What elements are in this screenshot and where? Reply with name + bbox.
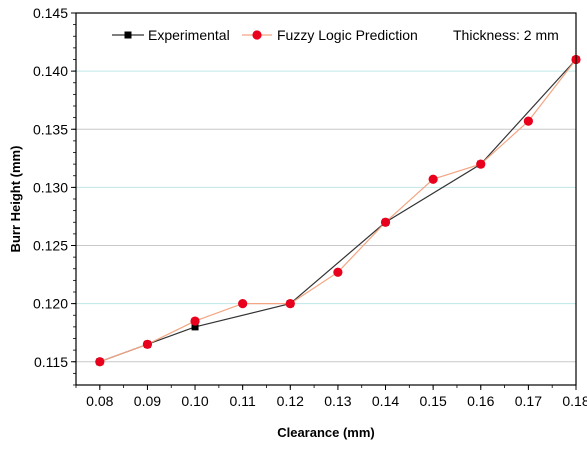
series-0-point-2 (191, 323, 199, 331)
series-layer (95, 54, 581, 367)
thickness-annotation: Thickness: 2 mm (453, 27, 559, 43)
series-1-point-1 (142, 339, 153, 349)
grid-layer (76, 70, 576, 363)
y-tick-label-4: 0.135 (33, 121, 68, 137)
x-tick-label-2: 0.10 (181, 393, 208, 409)
series-1-point-3 (238, 299, 248, 309)
x-tick-label-1: 0.09 (134, 393, 161, 409)
x-tick-label-6: 0.14 (372, 393, 399, 409)
legend-fuzzy-label: Fuzzy Logic Prediction (277, 27, 418, 43)
legend-fuzzy-marker (252, 30, 262, 40)
legend-experimental-marker (124, 31, 132, 39)
plot-frame (75, 12, 577, 386)
legend-experimental-label: Experimental (148, 27, 230, 43)
x-tick-label-9: 0.17 (515, 393, 542, 409)
x-tick-label-8: 0.16 (467, 393, 494, 409)
series-1-point-2 (190, 316, 200, 326)
x-tick-label-0: 0.08 (86, 393, 113, 409)
x-tick-label-7: 0.15 (420, 393, 447, 409)
y-axis-title: Burr Height (mm) (8, 146, 23, 253)
series-1-point-9 (523, 116, 533, 126)
series-0-line (99, 59, 577, 363)
legend: Experimental Fuzzy Logic Prediction Thic… (112, 27, 559, 43)
x-tick-label-5: 0.13 (324, 393, 351, 409)
series-1-point-7 (428, 174, 438, 184)
y-tick-label-6: 0.145 (33, 5, 68, 21)
series-1-point-0 (95, 357, 105, 367)
y-tick-label-5: 0.140 (33, 63, 68, 79)
x-tick-label-4: 0.12 (277, 393, 304, 409)
series-1-point-8 (476, 159, 486, 169)
series-1-point-6 (380, 217, 391, 227)
x-tick-label-3: 0.11 (230, 393, 256, 409)
series-1-point-5 (333, 267, 343, 277)
x-tick-label-10: 0.18 (562, 393, 587, 409)
y-tick-label-3: 0.130 (33, 179, 68, 195)
axes-layer: 0.115 0.120 0.125 0.130 0.135 0.140 0.145 0.08 0… (33, 5, 587, 409)
x-axis-title: Clearance (mm) (277, 425, 375, 440)
y-tick-label-2: 0.125 (33, 238, 68, 254)
y-tick-label-1: 0.120 (33, 296, 68, 312)
series-1-point-4 (285, 299, 295, 309)
y-tick-label-0: 0.115 (34, 354, 68, 370)
series-1-line (99, 59, 577, 363)
